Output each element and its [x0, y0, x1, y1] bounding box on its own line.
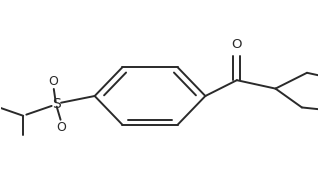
Text: S: S — [52, 97, 60, 111]
Text: O: O — [232, 38, 242, 51]
Text: O: O — [48, 75, 58, 88]
Text: O: O — [56, 121, 66, 134]
